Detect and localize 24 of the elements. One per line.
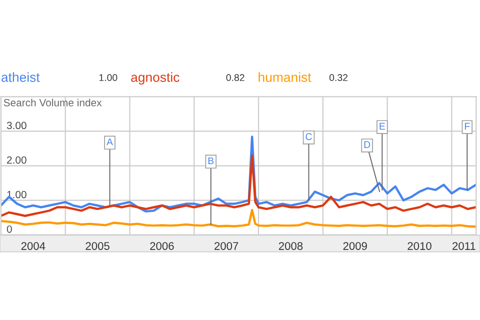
y-axis-title: Search Volume index [4,98,102,106]
x-tick-label: 2004 [21,242,46,250]
annotation: F [464,122,470,130]
text: 1.00 [99,74,118,82]
text: atheist [2,72,40,82]
text: agnostic [131,72,180,85]
text: 0.82 [226,74,244,82]
text: 0.32 [329,74,348,82]
annotation: A [106,138,113,146]
annotation: E [380,122,385,130]
x-tick-label: 2007 [214,242,238,250]
x-tick-label: 2006 [150,242,174,250]
x-tick-label: 2005 [86,242,110,250]
x-tick-label: 2010 [408,242,432,250]
annotation: D [364,141,370,148]
annotation: C [306,133,312,140]
y-tick-label: 3.00 [6,122,26,130]
text: humanist [258,72,312,82]
x-tick-label: 2009 [343,242,367,250]
x-tick-label: 2011 [452,242,476,250]
y-tick-label: 0 [6,225,12,233]
annotation: B [208,157,214,164]
x-tick-label: 2008 [278,242,303,250]
y-tick-label: 2.00 [7,156,26,164]
